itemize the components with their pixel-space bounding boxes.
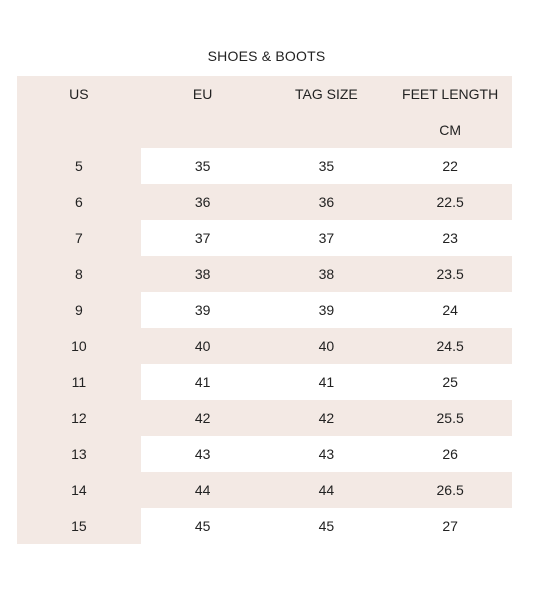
cell-tag-size: 43 xyxy=(264,436,389,472)
cell-eu: 42 xyxy=(140,400,265,436)
cell-feet-length: 25 xyxy=(388,364,512,400)
table-row: 15 45 45 27 xyxy=(17,508,512,544)
cell-eu: 40 xyxy=(140,328,265,364)
cell-feet-length: 22 xyxy=(388,148,512,184)
cell-eu: 39 xyxy=(140,292,265,328)
cell-us: 13 xyxy=(17,436,141,472)
table-row: 7 37 37 23 xyxy=(17,220,512,256)
cell-tag-size: 35 xyxy=(264,148,389,184)
cell-us: 7 xyxy=(17,220,141,256)
unit-row: CM xyxy=(17,112,512,148)
cell-eu: 37 xyxy=(140,220,265,256)
column-header-tag-size: TAG SIZE xyxy=(264,76,389,112)
table-row: 5 35 35 22 xyxy=(17,148,512,184)
cell-feet-length: 26.5 xyxy=(388,472,512,508)
cell-tag-size: 37 xyxy=(264,220,389,256)
table-row: 6 36 36 22.5 xyxy=(17,184,512,220)
chart-title: SHOES & BOOTS xyxy=(207,48,326,64)
cell-tag-size: 42 xyxy=(264,400,389,436)
cell-us: 11 xyxy=(17,364,141,400)
cell-us: 15 xyxy=(17,508,141,544)
column-header-feet-length: FEET LENGTH xyxy=(388,76,512,112)
cell-us: 6 xyxy=(17,184,141,220)
cell-eu: 36 xyxy=(140,184,265,220)
cell-feet-length: 26 xyxy=(388,436,512,472)
cell-feet-length: 24.5 xyxy=(388,328,512,364)
cell-tag-size: 39 xyxy=(264,292,389,328)
cell-feet-length: 24 xyxy=(388,292,512,328)
column-header-eu: EU xyxy=(140,76,265,112)
cell-us: 9 xyxy=(17,292,141,328)
cell-feet-length: 25.5 xyxy=(388,400,512,436)
table-row: 13 43 43 26 xyxy=(17,436,512,472)
unit-us xyxy=(17,112,141,148)
cell-tag-size: 38 xyxy=(264,256,389,292)
table-body: 5 35 35 22 6 36 36 22.5 7 37 37 23 8 38 38 23.5 9 39 39 24 1… xyxy=(17,148,512,544)
cell-eu: 44 xyxy=(140,472,265,508)
cell-tag-size: 45 xyxy=(264,508,389,544)
size-chart-table: US EU TAG SIZE FEET LENGTH CM 5 35 35 22 6 36… xyxy=(17,76,512,544)
unit-tag-size xyxy=(264,112,389,148)
cell-us: 14 xyxy=(17,472,141,508)
cell-feet-length: 23.5 xyxy=(388,256,512,292)
cell-tag-size: 41 xyxy=(264,364,389,400)
cell-feet-length: 27 xyxy=(388,508,512,544)
unit-eu xyxy=(140,112,265,148)
cell-tag-size: 44 xyxy=(264,472,389,508)
cell-feet-length: 23 xyxy=(388,220,512,256)
cell-tag-size: 36 xyxy=(264,184,389,220)
cell-us: 10 xyxy=(17,328,141,364)
table-row: 9 39 39 24 xyxy=(17,292,512,328)
cell-eu: 45 xyxy=(140,508,265,544)
table-row: 12 42 42 25.5 xyxy=(17,400,512,436)
cell-feet-length: 22.5 xyxy=(388,184,512,220)
cell-eu: 35 xyxy=(140,148,265,184)
table-row: 11 41 41 25 xyxy=(17,364,512,400)
cell-eu: 41 xyxy=(140,364,265,400)
cell-eu: 38 xyxy=(140,256,265,292)
cell-us: 12 xyxy=(17,400,141,436)
table-row: 14 44 44 26.5 xyxy=(17,472,512,508)
cell-tag-size: 40 xyxy=(264,328,389,364)
unit-feet-length: CM xyxy=(388,112,512,148)
column-header-us: US xyxy=(17,76,141,112)
table-row: 8 38 38 23.5 xyxy=(17,256,512,292)
cell-eu: 43 xyxy=(140,436,265,472)
header-row: US EU TAG SIZE FEET LENGTH xyxy=(17,76,512,112)
table-row: 10 40 40 24.5 xyxy=(17,328,512,364)
cell-us: 8 xyxy=(17,256,141,292)
cell-us: 5 xyxy=(17,148,141,184)
